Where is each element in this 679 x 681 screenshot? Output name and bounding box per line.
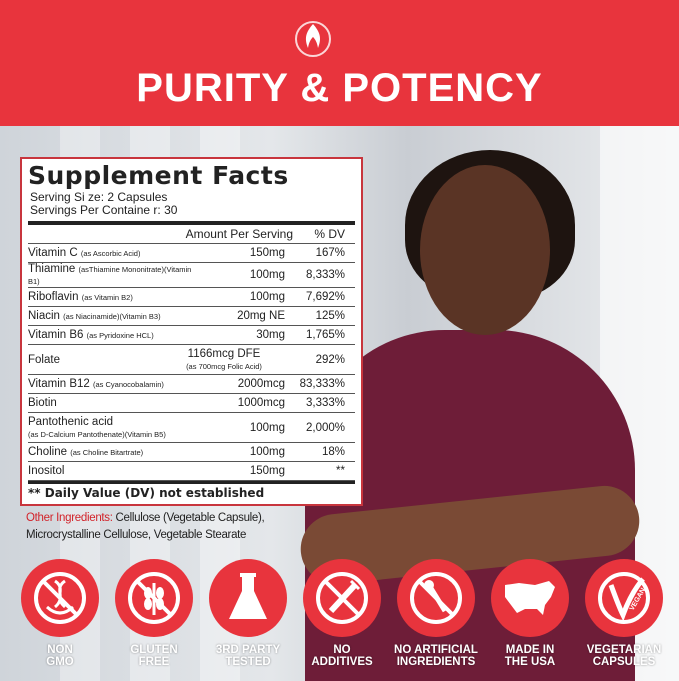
supplement-facts-panel: Supplement Facts Serving Si ze: 2 Capsul…: [20, 157, 363, 506]
page-title: PURITY & POTENCY: [136, 66, 543, 110]
other-ingredients: Other Ingredients: Cellulose (Vegetable …: [26, 510, 265, 544]
nutrient-name: Riboflavin (as Vitamin B2): [28, 291, 133, 303]
nutrient-row: Folate 1166mcg DFE (as 700mcg Folic Acid)…: [28, 345, 355, 375]
nutrient-name: Vitamin B12 (as Cyanocobalamin): [28, 378, 164, 390]
badge-label: NO ARTIFICIAL INGREDIENTS: [394, 644, 478, 668]
badge-vegetariancapsules: VEGAN VEGETARIAN CAPSULES: [577, 555, 671, 668]
badge-label: GLUTEN FREE: [130, 644, 178, 668]
other-ingredients-line2: Microcrystalline Cellulose, Vegetable St…: [26, 529, 247, 541]
nutrient-dv: 7,692%: [305, 291, 345, 303]
badge-label: NON GMO: [46, 644, 74, 668]
badge-label: NO ADDITIVES: [311, 644, 373, 668]
nutrient-amount: 1000mcg: [237, 397, 285, 409]
nutrient-amount: 1166mcg DFE (as 700mcg Folic Acid): [186, 347, 262, 371]
header-banner: PURITY & POTENCY: [0, 0, 679, 126]
nutrient-row: Vitamin C (as Ascorbic Acid) 150mg 167%: [28, 244, 355, 263]
nutrient-row: Vitamin B6 (as Pyridoxine HCL) 30mg 1,76…: [28, 326, 355, 345]
nutrient-amount: 150mg: [249, 465, 285, 477]
badge-noadditives: NO ADDITIVES: [295, 555, 389, 668]
nurse-face: [420, 165, 550, 335]
nutrient-amount: 30mg: [256, 329, 285, 341]
servings-per-container: Servings Per Containe r: 30: [30, 203, 178, 217]
nutrient-name: Pantothenic acid (as D-Calcium Pantothena…: [28, 415, 166, 439]
nutrient-row: Inositol 150mg **: [28, 462, 355, 481]
flask-icon: [229, 573, 267, 619]
no-gmo-dna-icon: [34, 572, 86, 624]
dv-column-header: % DV: [314, 227, 345, 241]
no-gluten-wheat-icon: [128, 572, 180, 624]
nutrient-dv: 8,333%: [305, 269, 345, 281]
nutrient-amount: 2000mcg: [237, 378, 285, 390]
other-ingredients-label: Other Ingredients:: [26, 512, 113, 524]
nutrient-amount: 150mg: [249, 247, 285, 259]
badge-row: NON GMO GLUTEN FREE 3RD PARTY TESTED NO ADDI…: [0, 555, 679, 681]
nutrient-dv: 292%: [315, 353, 345, 366]
nutrient-row: Vitamin B12 (as Cyanocobalamin) 2000mcg …: [28, 375, 355, 394]
nutrient-name: Biotin: [28, 397, 57, 409]
badge-label: 3RD PARTY TESTED: [215, 644, 281, 668]
nutrient-name: Vitamin B6 (as Pyridoxine HCL): [28, 329, 154, 341]
dv-footnote: ** Daily Value (DV) not established: [28, 481, 355, 500]
nutrient-name: Vitamin C (as Ascorbic Acid): [28, 247, 141, 259]
nutrient-dv: 3,333%: [305, 397, 345, 409]
nutrient-dv: 2,000%: [305, 421, 345, 434]
flame-logo-icon: [295, 21, 331, 57]
nutrient-row: Pantothenic acid (as D-Calcium Pantothena…: [28, 413, 355, 443]
vegan-icon: VEGAN: [598, 572, 650, 624]
no-artificial-dropper-icon: [410, 572, 462, 624]
nutrient-dv: 83,333%: [299, 378, 345, 390]
nutrient-name: Inositol: [28, 465, 65, 477]
usa-map-icon: [505, 581, 555, 615]
nutrient-name: Choline (as Choline Bitartrate): [28, 446, 144, 458]
nutrient-dv: **: [336, 465, 345, 477]
nutrient-row: Choline (as Choline Bitartrate) 100mg 18…: [28, 443, 355, 462]
badge-nongmo: NON GMO: [13, 555, 107, 668]
amount-column-header: Amount Per Serving: [185, 227, 293, 241]
other-ingredients-line1: Cellulose (Vegetable Capsule),: [112, 512, 265, 524]
nutrient-amount: 100mg: [249, 291, 285, 303]
badge-3rd-partytested: 3RD PARTY TESTED: [201, 555, 295, 668]
nutrient-row: Thiamine (asThiamine Mononitrate)(Vitami…: [28, 263, 355, 288]
facts-header-row: Amount Per Serving % DV: [28, 225, 355, 244]
nutrient-amount: 20mg NE: [237, 310, 285, 322]
serving-size: Serving Si ze: 2 Capsules: [30, 190, 168, 204]
nutrient-row: Niacin (as Niacinamide)(Vitamin B3) 20mg…: [28, 307, 355, 326]
badge-label: MADE IN THE USA: [504, 644, 556, 668]
badge-no-artificialingredients: NO ARTIFICIAL INGREDIENTS: [389, 555, 483, 668]
nutrient-amount: 100mg: [249, 446, 285, 458]
nutrient-amount: 100mg: [249, 269, 285, 281]
nutrient-dv: 18%: [321, 446, 345, 458]
nutrient-amount: 100mg: [249, 421, 285, 434]
nutrient-name: Thiamine (asThiamine Mononitrate)(Vitami…: [28, 263, 192, 286]
nutrient-dv: 167%: [315, 247, 345, 259]
nutrient-dv: 125%: [315, 310, 345, 322]
nutrient-name: Niacin (as Niacinamide)(Vitamin B3): [28, 310, 161, 322]
badge-glutenfree: GLUTEN FREE: [107, 555, 201, 668]
nutrient-name: Folate: [28, 353, 60, 366]
nutrient-dv: 1,765%: [305, 329, 345, 341]
no-additives-syringe-icon: [316, 572, 368, 624]
badge-label: VEGETARIAN CAPSULES: [586, 644, 662, 668]
badge-made-inthe-usa: MADE IN THE USA: [483, 555, 577, 668]
facts-title: Supplement Facts: [28, 161, 289, 190]
nutrient-row: Biotin 1000mcg 3,333%: [28, 394, 355, 413]
nutrient-row: Riboflavin (as Vitamin B2) 100mg 7,692%: [28, 288, 355, 307]
